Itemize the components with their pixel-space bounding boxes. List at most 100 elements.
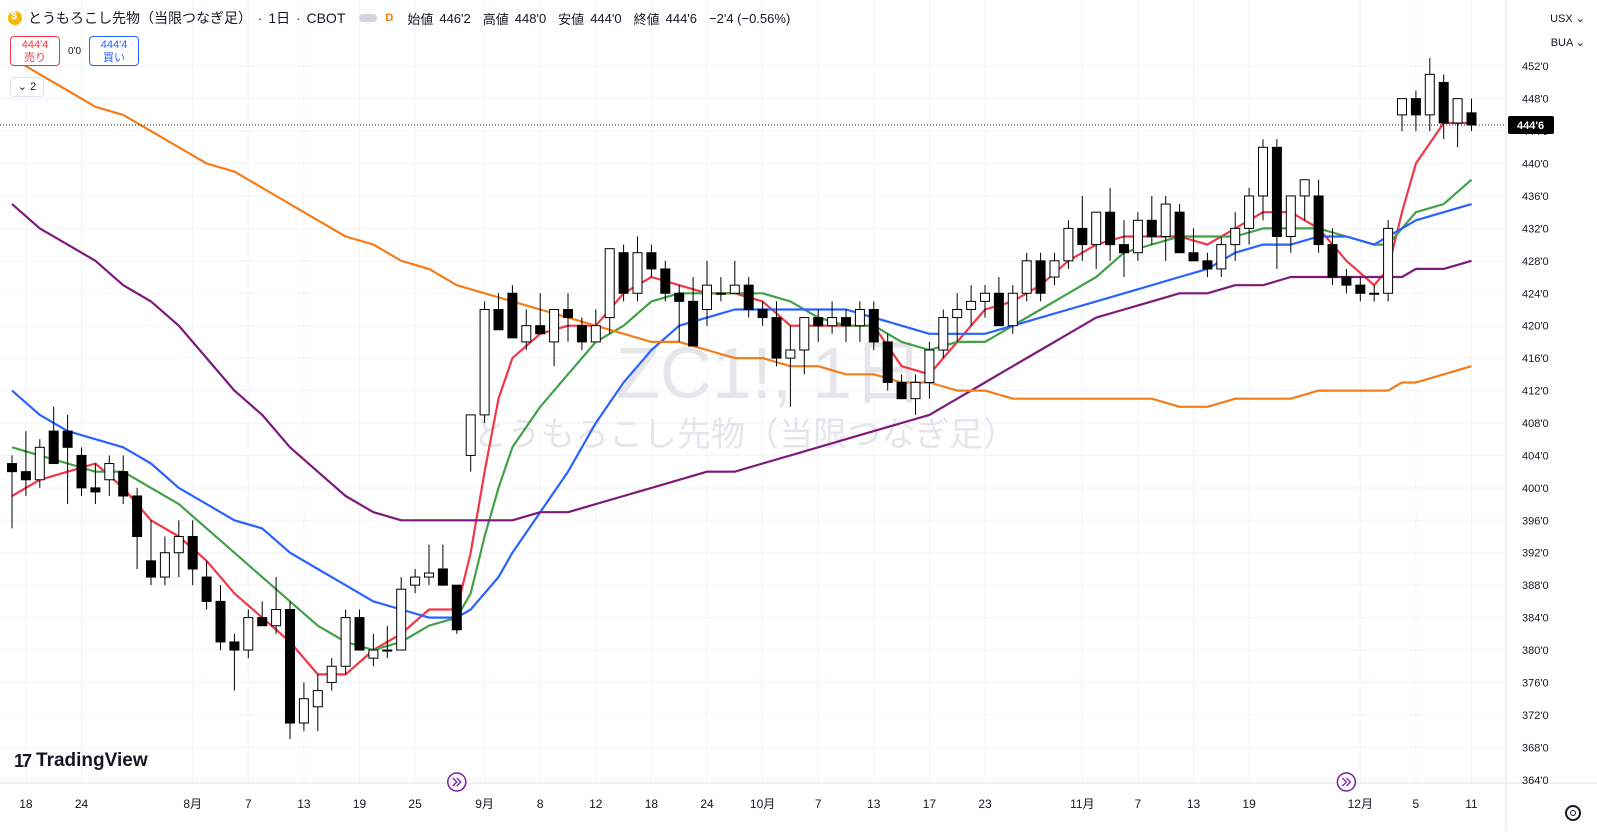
candle-body[interactable] bbox=[924, 349, 935, 383]
candle-body[interactable] bbox=[785, 349, 796, 359]
candle-body[interactable] bbox=[243, 617, 254, 651]
candle-body[interactable] bbox=[368, 649, 379, 659]
candle-body[interactable] bbox=[1285, 195, 1296, 238]
candle-body[interactable] bbox=[271, 609, 282, 627]
candle-body[interactable] bbox=[298, 698, 309, 724]
candle-body[interactable] bbox=[980, 292, 990, 302]
candle-body[interactable] bbox=[702, 284, 712, 310]
candle-body[interactable] bbox=[48, 430, 59, 465]
candle-body[interactable] bbox=[1035, 260, 1046, 294]
candle-body[interactable] bbox=[660, 268, 671, 294]
candle-body[interactable] bbox=[340, 617, 351, 667]
candle-body[interactable] bbox=[1077, 227, 1088, 246]
candle-body[interactable] bbox=[326, 665, 337, 683]
candle-body[interactable] bbox=[201, 576, 212, 602]
candle-body[interactable] bbox=[604, 248, 615, 319]
candle-body[interactable] bbox=[535, 325, 546, 335]
indicators-collapse-button[interactable]: ⌄ 2 bbox=[10, 77, 44, 97]
candle-body[interactable] bbox=[1188, 252, 1199, 262]
candle-body[interactable] bbox=[173, 536, 184, 554]
candle-body[interactable] bbox=[20, 471, 31, 481]
candle-body[interactable] bbox=[938, 317, 949, 351]
candle-body[interactable] bbox=[841, 317, 851, 327]
candle-body[interactable] bbox=[827, 317, 838, 327]
candle-body[interactable] bbox=[479, 308, 490, 416]
candle-body[interactable] bbox=[896, 381, 907, 400]
candle-body[interactable] bbox=[1063, 227, 1074, 262]
candle-body[interactable] bbox=[410, 576, 421, 586]
candle-body[interactable] bbox=[1271, 146, 1282, 238]
candle-body[interactable] bbox=[1202, 260, 1213, 270]
candle-body[interactable] bbox=[7, 463, 17, 473]
candle-body[interactable] bbox=[549, 308, 560, 343]
candle-body[interactable] bbox=[493, 308, 504, 331]
candle-body[interactable] bbox=[1007, 292, 1018, 327]
candle-body[interactable] bbox=[396, 588, 407, 651]
candle-body[interactable] bbox=[799, 317, 810, 351]
candle-body[interactable] bbox=[966, 300, 977, 310]
candle-body[interactable] bbox=[257, 617, 268, 627]
candle-body[interactable] bbox=[521, 325, 532, 343]
candle-body[interactable] bbox=[1119, 244, 1129, 254]
candle-body[interactable] bbox=[1438, 81, 1449, 124]
candle-body[interactable] bbox=[1327, 244, 1338, 278]
candle-body[interactable] bbox=[868, 308, 879, 343]
candle-body[interactable] bbox=[1091, 211, 1102, 246]
candle-body[interactable] bbox=[76, 454, 87, 489]
candle-body[interactable] bbox=[854, 308, 865, 327]
candle-body[interactable] bbox=[159, 552, 170, 578]
candle-body[interactable] bbox=[729, 284, 740, 294]
candle-body[interactable] bbox=[104, 463, 115, 481]
candle-body[interactable] bbox=[215, 600, 226, 643]
candle-body[interactable] bbox=[632, 252, 643, 294]
candle-body[interactable] bbox=[1105, 211, 1116, 246]
candle-body[interactable] bbox=[1049, 260, 1060, 278]
candle-body[interactable] bbox=[1230, 227, 1241, 246]
candle-body[interactable] bbox=[1410, 98, 1421, 116]
candle-body[interactable] bbox=[1244, 195, 1255, 229]
candle-body[interactable] bbox=[910, 381, 921, 400]
market-status-icon[interactable] bbox=[359, 14, 378, 22]
candle-body[interactable] bbox=[576, 325, 587, 343]
candle-body[interactable] bbox=[1146, 219, 1157, 237]
candle-body[interactable] bbox=[882, 341, 893, 383]
candle-body[interactable] bbox=[1174, 211, 1185, 254]
candle-body[interactable] bbox=[118, 471, 129, 497]
candle-body[interactable] bbox=[1160, 203, 1171, 237]
candle-body[interactable] bbox=[771, 317, 782, 359]
candle-body[interactable] bbox=[590, 325, 601, 343]
candle-body[interactable] bbox=[229, 641, 240, 651]
candle-body[interactable] bbox=[1313, 195, 1324, 246]
candle-body[interactable] bbox=[507, 292, 518, 339]
candle-body[interactable] bbox=[1466, 112, 1477, 126]
candle-body[interactable] bbox=[1216, 244, 1227, 270]
candle-body[interactable] bbox=[813, 317, 824, 327]
candle-body[interactable] bbox=[437, 568, 448, 586]
candle-body[interactable] bbox=[424, 572, 434, 578]
candle-body[interactable] bbox=[1355, 284, 1366, 294]
candle-body[interactable] bbox=[1299, 179, 1310, 197]
candle-body[interactable] bbox=[146, 560, 156, 578]
candle-body[interactable] bbox=[1341, 276, 1352, 286]
candle-body[interactable] bbox=[688, 300, 699, 347]
candle-body[interactable] bbox=[1397, 98, 1407, 116]
candle-body[interactable] bbox=[1383, 227, 1394, 294]
candle-body[interactable] bbox=[674, 292, 685, 302]
candle-body[interactable] bbox=[563, 308, 573, 319]
candle-body[interactable] bbox=[1258, 146, 1268, 197]
candle-body[interactable] bbox=[743, 284, 754, 310]
interval-label[interactable]: 1日 bbox=[268, 10, 291, 26]
candle-body[interactable] bbox=[132, 495, 143, 538]
tradingview-logo[interactable]: 17 TradingView bbox=[14, 750, 148, 772]
candle-body[interactable] bbox=[382, 649, 393, 652]
candle-body[interactable] bbox=[1132, 219, 1143, 254]
candle-body[interactable] bbox=[285, 609, 295, 724]
candle-body[interactable] bbox=[993, 292, 1004, 327]
symbol-title[interactable]: とうもろこし先物（当限つなぎ足） bbox=[28, 10, 252, 26]
candle-body[interactable] bbox=[1452, 98, 1463, 124]
candle-body[interactable] bbox=[757, 308, 768, 319]
candle-body[interactable] bbox=[312, 690, 323, 708]
candle-body[interactable] bbox=[34, 446, 45, 481]
